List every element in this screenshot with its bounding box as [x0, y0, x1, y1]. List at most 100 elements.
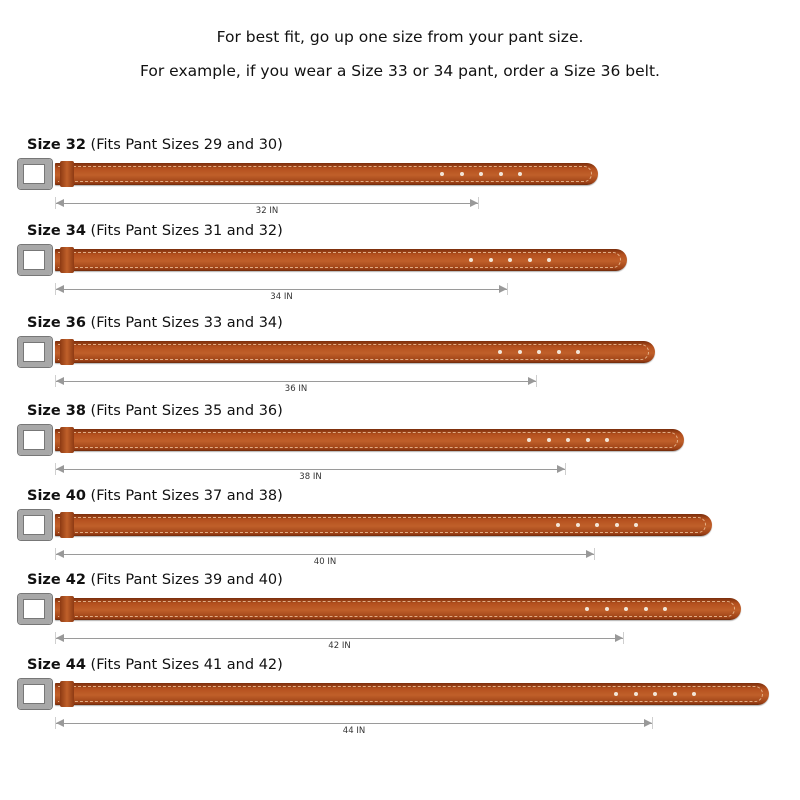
belt-strap [55, 598, 741, 620]
belt-hole [537, 350, 541, 354]
belt-hole [575, 523, 580, 527]
belt-hole [469, 258, 473, 262]
arrow-right-icon [499, 285, 507, 293]
belt-hole [508, 258, 512, 262]
buckle-icon [18, 337, 52, 367]
belt-hole [585, 438, 590, 442]
arrow-right-icon [528, 377, 536, 385]
measure-tick-start [55, 283, 56, 295]
size-name: Size 34 [27, 223, 86, 239]
belt-hole [624, 607, 628, 611]
buckle-icon [18, 245, 52, 275]
belt-hole [459, 172, 464, 176]
belt-size-label: Size 32 (Fits Pant Sizes 29 and 30) [27, 137, 283, 153]
belt-hole [653, 692, 657, 696]
belt-hole [614, 692, 618, 696]
belt-hole [672, 692, 677, 696]
belt-strap [55, 514, 712, 536]
measure-tick-start [55, 375, 56, 387]
intro-line-2: For example, if you wear a Size 33 or 34… [140, 62, 660, 80]
arrow-left-icon [56, 285, 64, 293]
buckle-icon [18, 425, 52, 455]
measure-tick-end [536, 375, 537, 387]
buckle-icon [18, 594, 52, 624]
belt-hole [546, 438, 551, 442]
measure-label: 44 IN [342, 726, 366, 736]
belt-hole [440, 172, 444, 176]
belt-hole [556, 350, 561, 354]
belt-hole [566, 438, 570, 442]
arrow-left-icon [56, 199, 64, 207]
intro-line-1: For best fit, go up one size from your p… [216, 28, 584, 46]
measure-tick-start [55, 463, 56, 475]
belt-size-label: Size 34 (Fits Pant Sizes 31 and 32) [27, 223, 283, 239]
measure-label: 40 IN [313, 557, 337, 567]
belt-hole [634, 523, 638, 527]
measure-tick-start [55, 548, 56, 560]
arrow-right-icon [644, 719, 652, 727]
arrow-left-icon [56, 550, 64, 558]
belt-hole [585, 607, 589, 611]
belt-hole [633, 692, 638, 696]
fits-text: (Fits Pant Sizes 29 and 30) [90, 137, 283, 153]
belt-hole [556, 523, 560, 527]
measure-tick-start [55, 632, 56, 644]
belt-strap [55, 341, 655, 363]
belt-hole [643, 607, 648, 611]
size-name: Size 38 [27, 403, 86, 419]
belt-hole [547, 258, 551, 262]
belt-hole [576, 350, 580, 354]
buckle-icon [18, 159, 52, 189]
belt-keeper [60, 512, 74, 538]
belt-hole [479, 172, 483, 176]
belt-size-label: Size 36 (Fits Pant Sizes 33 and 34) [27, 315, 283, 331]
arrow-right-icon [470, 199, 478, 207]
measure-label: 32 IN [255, 206, 279, 216]
belt-hole [498, 350, 502, 354]
arrow-right-icon [615, 634, 623, 642]
belt-hole [605, 438, 609, 442]
measure-tick-end [507, 283, 508, 295]
measure-line [56, 554, 594, 555]
belt-hole [488, 258, 493, 262]
belt-hole [517, 350, 522, 354]
size-name: Size 40 [27, 488, 86, 504]
measure-label: 34 IN [270, 292, 293, 302]
size-name: Size 44 [27, 657, 86, 673]
size-name: Size 36 [27, 315, 86, 331]
arrow-right-icon [586, 550, 594, 558]
measure-line [56, 381, 536, 382]
belt-strap [55, 683, 769, 705]
measure-tick-end [652, 717, 653, 729]
measure-tick-end [594, 548, 595, 560]
belt-hole [692, 692, 696, 696]
buckle-icon [18, 679, 52, 709]
belt-strap [55, 163, 598, 185]
fits-text: (Fits Pant Sizes 39 and 40) [90, 572, 283, 588]
measure-line [56, 638, 623, 639]
arrow-left-icon [56, 377, 64, 385]
belt-size-label: Size 42 (Fits Pant Sizes 39 and 40) [27, 572, 283, 588]
belt-strap [55, 249, 627, 271]
measure-tick-end [478, 197, 479, 209]
fits-text: (Fits Pant Sizes 31 and 32) [90, 223, 283, 239]
measure-tick-start [55, 717, 56, 729]
measure-tick-end [565, 463, 566, 475]
belt-keeper [60, 339, 74, 365]
measure-line [56, 469, 565, 470]
belt-keeper [60, 681, 74, 707]
fits-text: (Fits Pant Sizes 35 and 36) [90, 403, 283, 419]
belt-hole [527, 438, 531, 442]
belt-hole [527, 258, 532, 262]
belt-hole [498, 172, 503, 176]
belt-keeper [60, 427, 74, 453]
size-name: Size 32 [27, 137, 86, 153]
arrow-left-icon [56, 634, 64, 642]
arrow-left-icon [56, 719, 64, 727]
belt-strap [55, 429, 684, 451]
belt-hole [614, 523, 619, 527]
size-name: Size 42 [27, 572, 86, 588]
belt-keeper [60, 161, 74, 187]
fits-text: (Fits Pant Sizes 41 and 42) [90, 657, 283, 673]
arrow-left-icon [56, 465, 64, 473]
